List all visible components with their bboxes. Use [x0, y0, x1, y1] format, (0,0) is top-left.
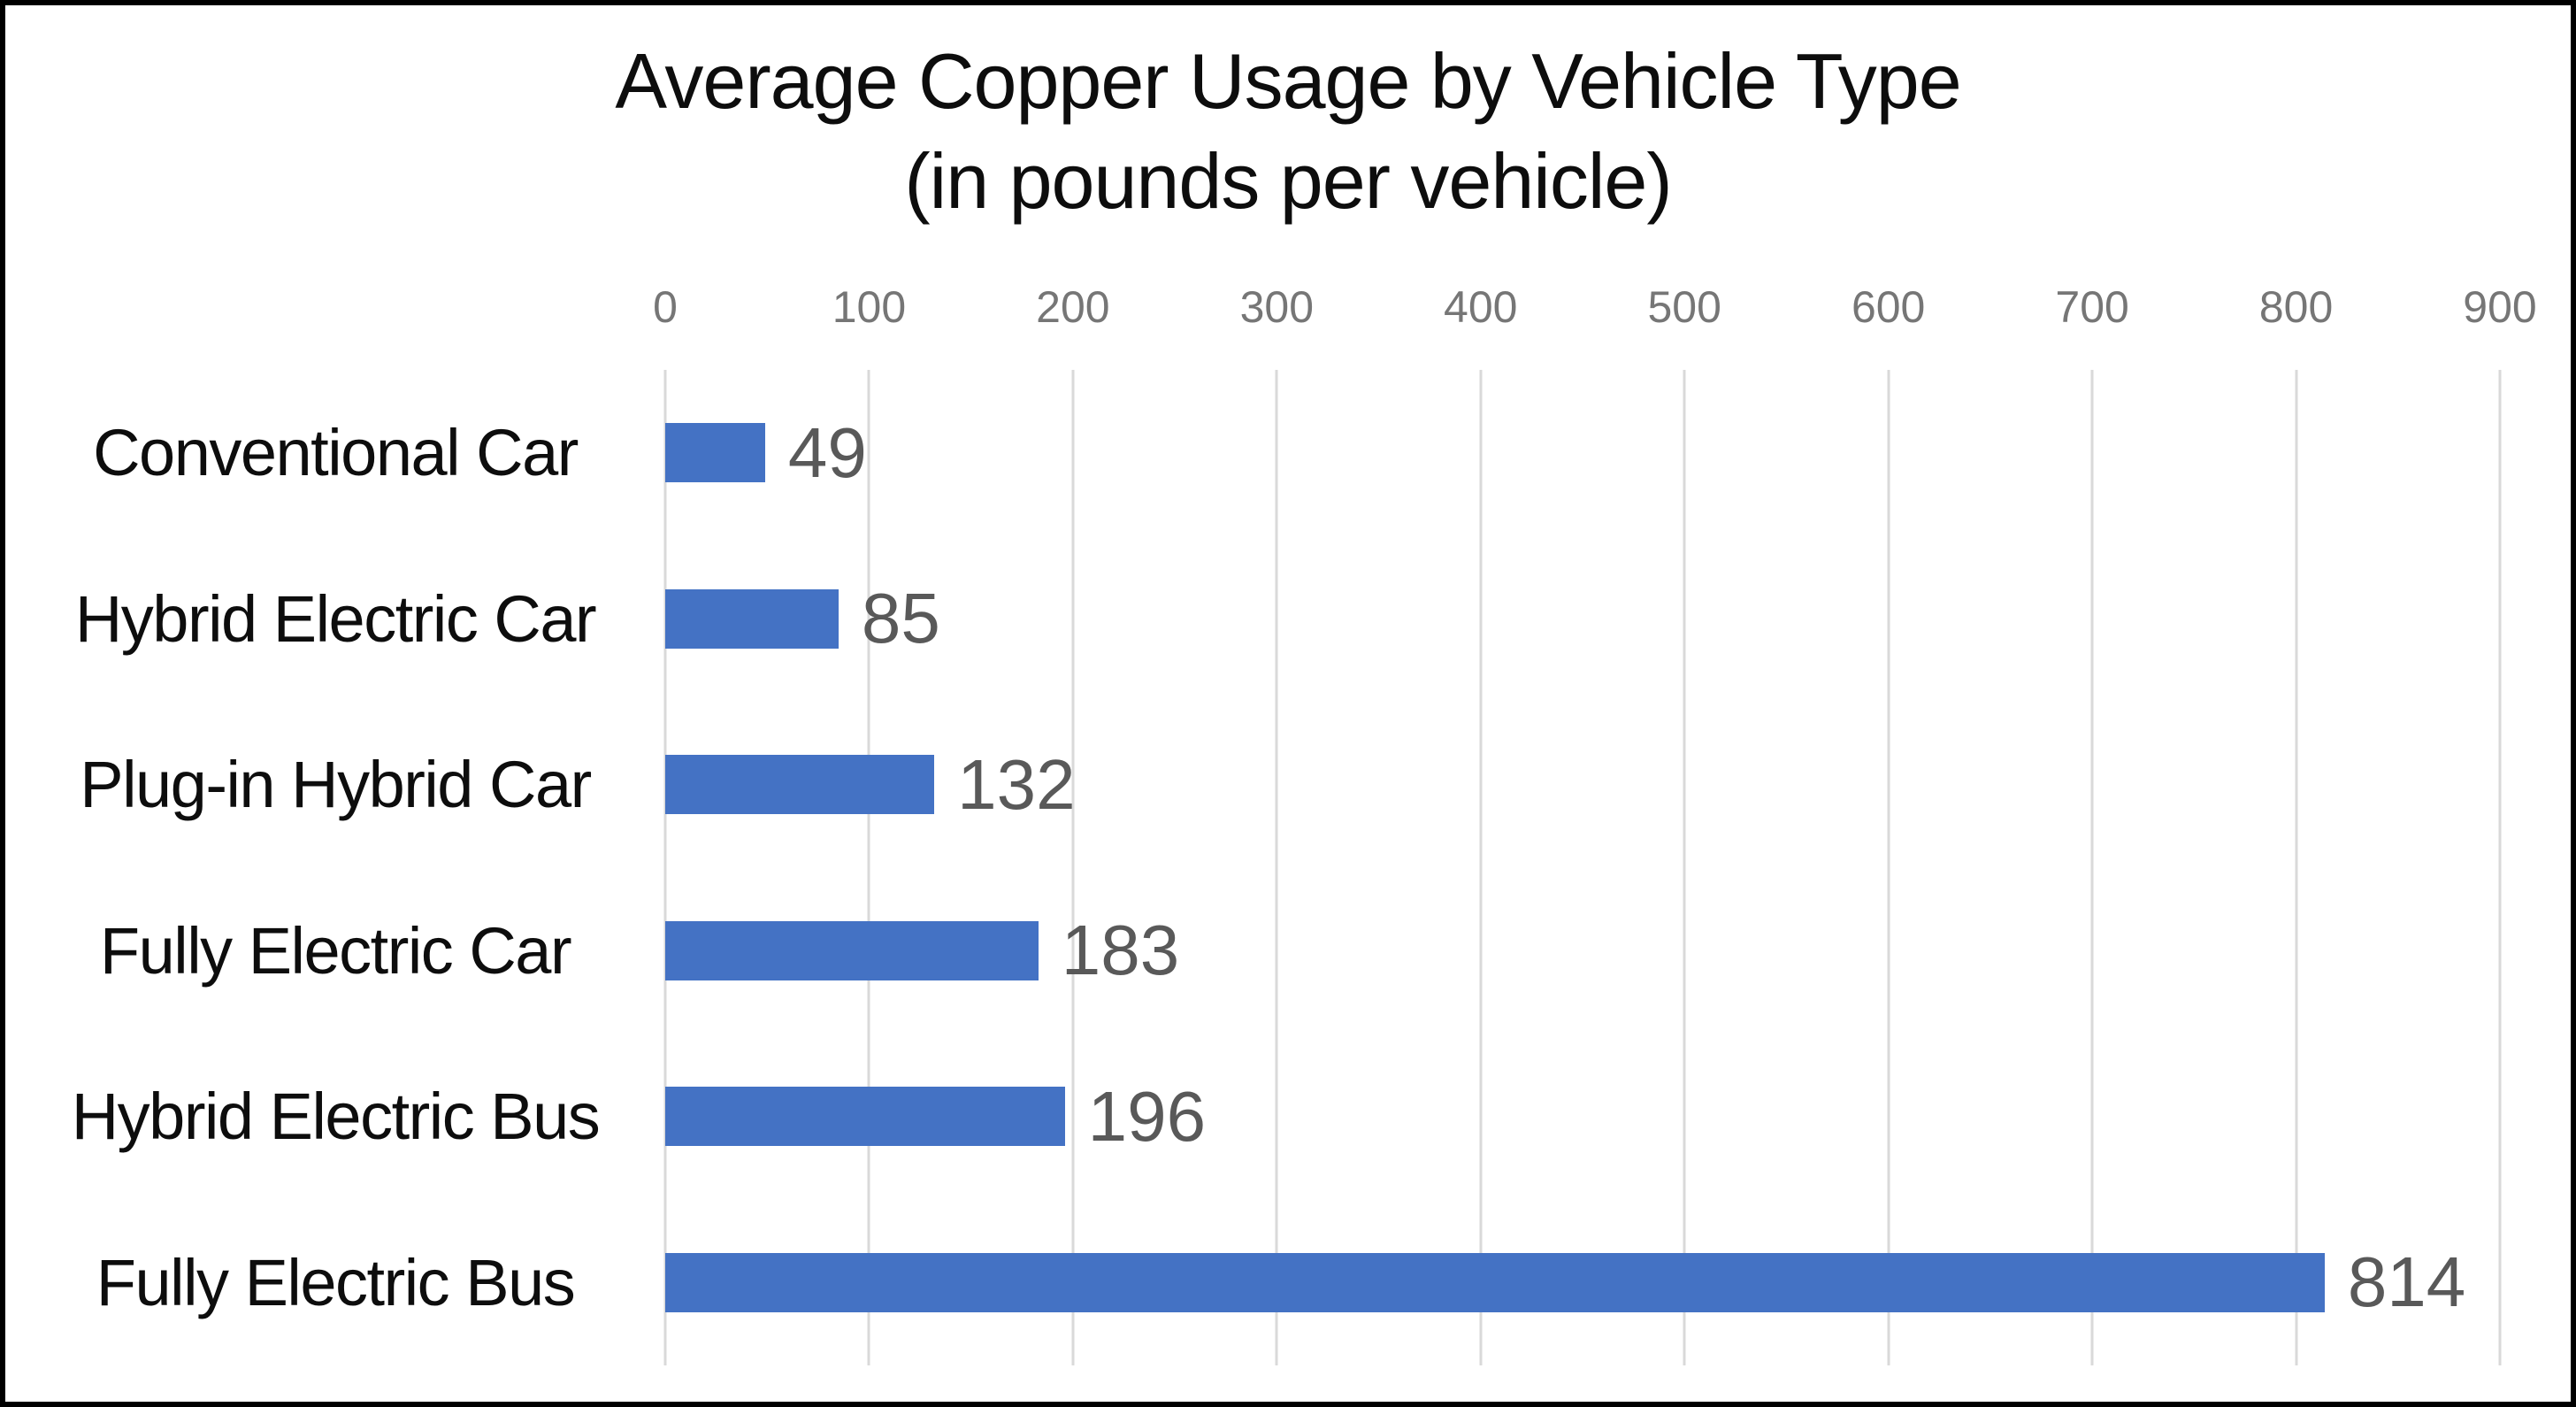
bar — [665, 423, 765, 483]
bar — [665, 755, 935, 815]
data-label: 49 — [787, 412, 867, 492]
gridline — [1683, 370, 1686, 1365]
bar-row: 183 — [665, 868, 2500, 1034]
chart-subtitle: (in pounds per vehicle) — [904, 136, 1672, 225]
bar-row: 132 — [665, 702, 2500, 868]
category-label: Plug-in Hybrid Car — [80, 748, 592, 822]
gridline — [2295, 370, 2298, 1365]
bar-rows: 49 85 132 183 196 814 — [665, 370, 2500, 1365]
gridline — [1479, 370, 1483, 1365]
bar — [665, 920, 1039, 980]
data-label: 85 — [861, 579, 940, 658]
x-axis-tick-label: 300 — [1239, 282, 1315, 332]
gridline — [867, 370, 870, 1365]
x-axis-tick-label: 400 — [1444, 282, 1518, 332]
bar-row: 814 — [665, 1200, 2500, 1366]
category-cell: Fully Electric Car — [5, 868, 665, 1034]
category-label: Fully Electric Bus — [96, 1245, 576, 1319]
data-label: 814 — [2347, 1242, 2466, 1322]
category-cell: Conventional Car — [5, 370, 665, 536]
gridline — [1071, 370, 1075, 1365]
x-axis: 0 100 200 300 400 500 600 700 800 900 — [653, 281, 2537, 343]
category-axis: Conventional Car Hybrid Electric Car Plug-… — [5, 370, 665, 1365]
category-label: Hybrid Electric Bus — [71, 1080, 601, 1154]
category-label: Hybrid Electric Car — [74, 581, 597, 656]
bar-row: 49 — [665, 370, 2500, 536]
plot-area: 49 85 132 183 196 814 — [663, 370, 2502, 1365]
data-label: 183 — [1061, 911, 1180, 990]
category-label: Conventional Car — [93, 416, 579, 490]
x-axis-tick-label: 700 — [2055, 282, 2129, 332]
x-axis-tick-label: 600 — [1851, 282, 1926, 332]
chart-title: Average Copper Usage by Vehicle Type — [615, 37, 1961, 125]
gridline — [2498, 370, 2502, 1365]
category-cell: Plug-in Hybrid Car — [5, 702, 665, 868]
x-axis-tick-label: 900 — [2463, 282, 2537, 332]
gridline-layer — [663, 370, 2502, 1365]
bar-row: 196 — [665, 1034, 2500, 1200]
chart-title-block: Average Copper Usage by Vehicle Type (in… — [5, 32, 2571, 231]
gridline — [1275, 370, 1278, 1365]
x-axis-tick-label: 200 — [1036, 282, 1110, 332]
gridline — [1887, 370, 1890, 1365]
category-label: Fully Electric Car — [99, 913, 572, 988]
category-cell: Hybrid Electric Bus — [5, 1034, 665, 1200]
bar — [665, 1087, 1065, 1147]
bar-row: 85 — [665, 536, 2500, 703]
data-label: 196 — [1087, 1076, 1207, 1156]
x-axis-tick-label: 100 — [832, 282, 907, 332]
category-cell: Fully Electric Bus — [5, 1200, 665, 1366]
gridline — [663, 370, 667, 1365]
x-axis-tick-label: 800 — [2258, 282, 2334, 332]
category-cell: Hybrid Electric Car — [5, 536, 665, 703]
data-label: 132 — [957, 744, 1076, 824]
gridline — [2090, 370, 2094, 1365]
x-axis-tick-label: 500 — [1647, 282, 1721, 332]
bar — [665, 1252, 2325, 1312]
x-axis-tick-label: 0 — [653, 282, 678, 332]
bar — [665, 588, 839, 649]
